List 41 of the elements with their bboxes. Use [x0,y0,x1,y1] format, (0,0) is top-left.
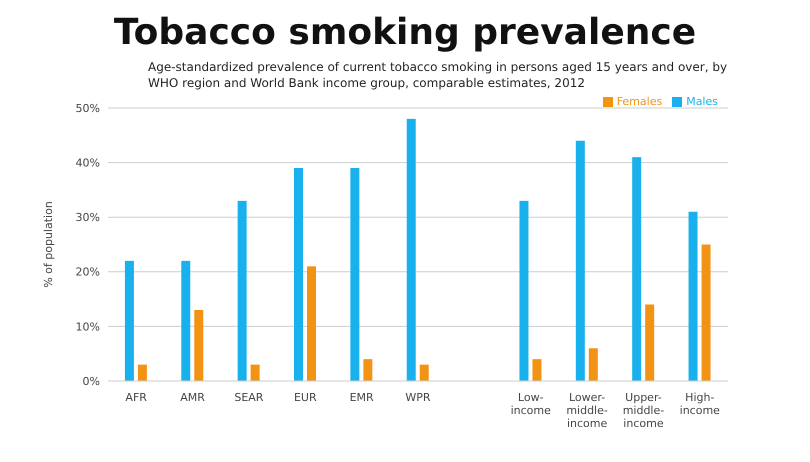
chart-subtitle: Age-standardized prevalence of current tobacco smoking in persons aged 15 years and over, by WHO region and World Bank income group, comparable estimates, 2012 [148,59,728,91]
bar [632,157,642,381]
bar [406,118,416,381]
x-tick-label: SEAR [234,391,264,404]
x-tick-label: AFR [125,391,148,404]
bar [250,364,260,381]
bar [238,200,247,381]
x-tick-label: EUR [294,391,317,404]
x-tick-label: High-income [680,391,720,417]
chart-title: Tobacco smoking prevalence [112,11,698,53]
bar [702,244,711,381]
bar [576,140,585,381]
bar [532,359,542,381]
bar [688,212,698,381]
y-tick-label: 30% [76,211,100,224]
x-tick-label: Lower-middle-income [566,391,608,430]
bar [588,348,598,381]
bar [124,260,134,381]
bar [420,364,429,381]
x-tick-label: AMR [180,391,206,404]
legend-label: Males [686,95,718,108]
x-tick-label: WPR [405,391,431,404]
bar [307,266,316,381]
bar [363,359,372,381]
bar [519,200,528,381]
bar [138,364,147,381]
y-tick-label: 10% [76,320,100,334]
y-tick-label: 40% [76,156,100,170]
y-tick-label: 0% [82,374,100,388]
x-tick-label: Upper-middle-income [622,391,664,430]
bar [350,168,360,381]
x-tick-label: Low-income [510,391,552,417]
legend-label: Females [616,95,662,108]
bar [294,168,303,381]
x-tick-label: EMR [350,391,374,404]
bar [181,260,190,381]
y-axis-title: % of population [42,201,55,288]
bar [194,310,204,381]
y-tick-label: 20% [76,266,100,279]
bar [645,304,654,381]
y-tick-label: 50% [76,102,100,115]
